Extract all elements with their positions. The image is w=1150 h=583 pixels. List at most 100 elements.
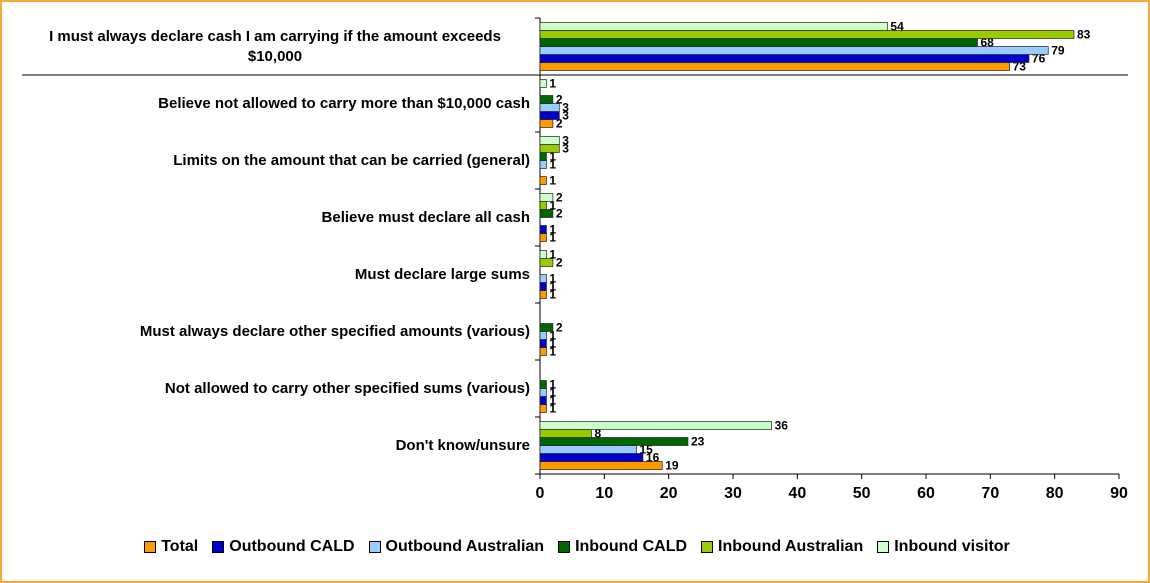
data-label: 2 [556,117,563,131]
data-label: 3 [562,142,569,156]
data-label: 1 [549,199,556,213]
bar [539,274,547,283]
legend-swatch [144,541,157,553]
x-tick-label: 80 [1046,485,1064,502]
bar [539,119,554,128]
bar [539,421,772,430]
data-label: 1 [549,280,556,294]
legend-swatch [212,541,225,553]
legend-label: Outbound CALD [229,538,355,555]
data-label: 36 [775,419,789,433]
legend-swatch [701,541,714,553]
data-label: 1 [549,272,556,286]
x-tick-label: 30 [724,485,742,502]
data-label: 83 [1077,28,1091,42]
bar [539,176,547,185]
bar [539,445,637,454]
category-label: I must always declare cash I am carrying… [12,27,530,67]
data-label: 15 [640,443,654,457]
data-label: 1 [549,158,556,172]
legend: Total Outbound CALD Outbound Australian Inb… [2,538,1148,556]
data-label: 76 [1032,52,1046,66]
category-text: Must always declare other specified amou… [139,322,530,340]
category-label: Believe must declare all cash [12,208,530,228]
legend-item: Total [144,538,198,556]
data-label: 1 [549,174,556,188]
legend-swatch [368,541,381,553]
data-label: 2 [556,256,563,270]
category-label: Must always declare other specified amou… [12,322,530,342]
data-label: 8 [594,427,601,441]
data-label: 54 [890,20,904,34]
bar [539,201,547,210]
x-tick-label: 10 [595,485,613,502]
category-text: Limits on the amount that can be carried… [173,151,530,169]
x-tick-label: 50 [853,485,871,502]
data-label: 1 [549,378,556,392]
data-label: 3 [562,101,569,115]
data-label: 2 [556,191,563,205]
data-label: 2 [556,207,563,221]
data-label: 1 [549,345,556,359]
bar [539,282,547,291]
bar [539,62,1010,71]
data-label: 73 [1013,60,1027,74]
data-label: 23 [691,435,705,449]
bar [539,144,560,153]
x-tick-label: 20 [660,485,678,502]
bar [539,396,547,405]
x-tick-label: 60 [917,485,935,502]
category-label: Must declare large sums [12,265,530,285]
category-text: Must declare large sums [354,265,530,283]
data-label: 3 [562,109,569,123]
data-label: 2 [556,93,563,107]
data-label: 1 [549,394,556,408]
data-label: 16 [646,451,660,465]
bar [539,339,547,348]
bar [539,79,547,88]
category-text: Believe must declare all cash [321,208,530,226]
bar [539,347,547,356]
data-label: 68 [980,36,994,50]
x-tick-label: 70 [981,485,999,502]
legend-swatch [877,541,890,553]
data-label: 3 [562,134,569,148]
data-label: 1 [549,77,556,91]
legend-label: Inbound CALD [575,538,688,555]
category-text: I must always declare cash I am carrying… [49,27,501,65]
legend-item: Inbound Australian [701,538,863,556]
bar [539,250,547,259]
data-label: 79 [1051,44,1065,58]
data-label: 1 [549,223,556,237]
legend-label: Inbound visitor [894,538,1010,555]
legend-swatch [558,541,571,553]
bar [539,233,547,242]
bar [539,461,663,470]
data-label: 1 [549,402,556,416]
category-text: Believe not allowed to carry more than $… [158,94,530,112]
bar [539,54,1030,63]
category-label: Not allowed to carry other specified sum… [12,379,530,399]
category-label: Don't know/unsure [12,436,530,456]
bar [539,437,689,446]
bar [539,429,592,438]
data-label: 19 [665,459,679,473]
bar [539,453,644,462]
bar [539,331,547,340]
data-label: 1 [549,288,556,302]
data-label: 1 [549,329,556,343]
bar [539,111,560,120]
data-label: 1 [549,231,556,245]
data-label: 2 [556,321,563,335]
legend-label: Outbound Australian [385,538,545,555]
category-label: Believe not allowed to carry more than $… [12,94,530,114]
bar [539,152,547,161]
legend-item: Outbound CALD [212,538,355,556]
data-label: 1 [549,150,556,164]
bar [539,46,1049,55]
bar [539,404,547,413]
bar [539,225,547,234]
data-label: 1 [549,248,556,262]
bar [539,160,547,169]
